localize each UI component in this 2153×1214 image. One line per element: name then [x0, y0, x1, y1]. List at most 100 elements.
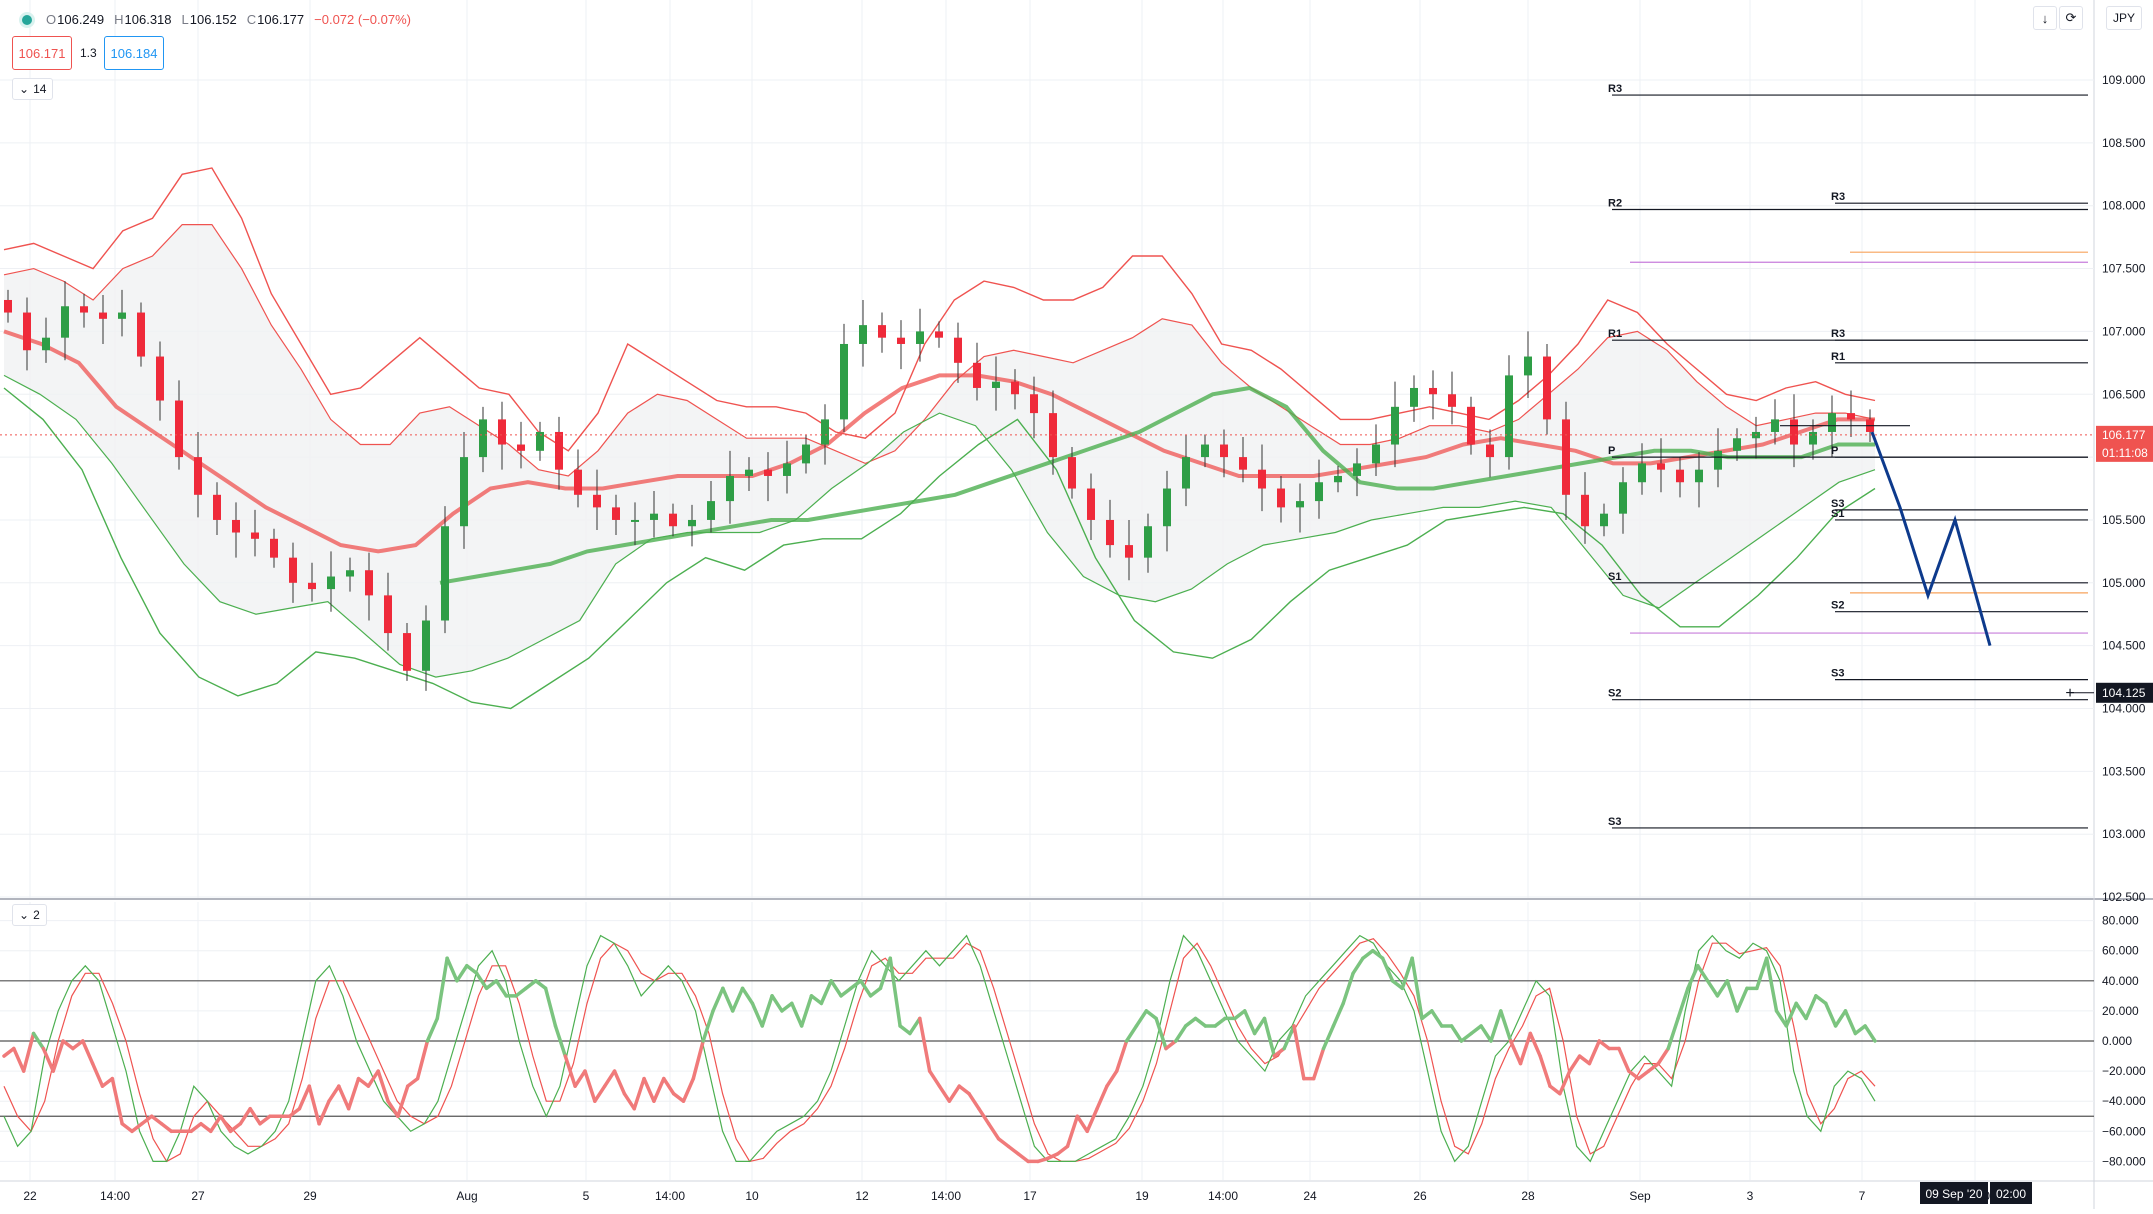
oscillator-main-segment	[1115, 1039, 1129, 1073]
market-open-icon	[22, 14, 32, 25]
candle-body	[1296, 501, 1304, 508]
oscillator-axis-label: −40.000	[2102, 1094, 2146, 1108]
time-axis-label: 12	[855, 1189, 869, 1203]
oscillator-main-segment	[1144, 1009, 1158, 1021]
sell-price-button[interactable]: 106.171	[12, 36, 72, 70]
oscillator-main-segment	[790, 1001, 804, 1028]
price-axis-label: 106.500	[2102, 387, 2146, 401]
candle-body	[346, 570, 354, 577]
time-axis-label: 14:00	[655, 1189, 685, 1203]
candle	[1486, 429, 1494, 478]
candle-body	[973, 362, 981, 388]
ma-indicator-toggle[interactable]: ⌄ 14	[12, 78, 54, 100]
pivot-level-label: S2	[1831, 600, 1844, 612]
candle	[1600, 503, 1608, 537]
price-axis-label: 105.000	[2102, 576, 2146, 590]
oscillator-main-segment	[287, 1106, 302, 1118]
oscillator-main-segment	[346, 1076, 361, 1111]
candle	[251, 509, 259, 557]
price-axis-label: 103.000	[2102, 827, 2146, 841]
candle	[1847, 390, 1855, 437]
candle-body	[1638, 463, 1646, 483]
candle	[42, 317, 50, 363]
pivot-level-label: S3	[1831, 498, 1844, 510]
last-price-badge	[2096, 425, 2153, 462]
oscillator-main-segment	[1410, 956, 1424, 1021]
candle-body	[327, 576, 335, 590]
oscillator-main-segment	[1528, 1031, 1542, 1058]
candle-body	[1657, 463, 1665, 470]
candle-body	[384, 595, 392, 634]
oscillator-main-segment	[1420, 1009, 1434, 1021]
oscillator-main-segment	[71, 1039, 85, 1051]
oscillator-main-segment	[632, 1076, 646, 1111]
oscillator-main-segment	[41, 1046, 55, 1073]
oscillator-main-segment	[1617, 1046, 1631, 1073]
oscillator-main-segment	[780, 1001, 794, 1013]
time-axis-label: 24	[1303, 1189, 1317, 1203]
oscillator-main-segment	[1351, 956, 1365, 976]
oscillator-main-segment	[1548, 1084, 1562, 1096]
candle-body	[1087, 488, 1095, 520]
candle	[137, 302, 145, 367]
candle-body	[1163, 488, 1171, 527]
pivot-level-label: R3	[1831, 191, 1845, 203]
candle	[1410, 375, 1418, 422]
currency-badge[interactable]: JPY	[2106, 6, 2142, 30]
pivot-level-label: P	[1831, 445, 1838, 457]
candle-body	[1372, 444, 1380, 464]
oscillator-axis-label: 60.000	[2102, 944, 2139, 958]
oscillator-main-segment	[1695, 964, 1710, 983]
time-axis-label: Sep	[1629, 1189, 1651, 1203]
cursor-price-value: 104.125	[2102, 686, 2146, 700]
time-axis-label: 10	[745, 1189, 759, 1203]
candle	[878, 312, 886, 353]
open-value: 106.249	[57, 12, 105, 27]
oscillator-axis-label: 40.000	[2102, 974, 2139, 988]
oscillator-main-segment	[721, 986, 735, 1013]
oscillator-main-segment	[248, 1106, 262, 1126]
oscillator-main-segment	[455, 964, 469, 983]
candle	[1163, 470, 1171, 552]
bar-countdown: 01:11:08	[2102, 446, 2148, 460]
ma-period-label: 14	[33, 82, 47, 96]
refresh-icon[interactable]: ⟳	[2059, 6, 2083, 30]
candle	[213, 482, 221, 536]
oscillator-main-segment	[1193, 1016, 1208, 1028]
lower-inner-band	[3, 374, 1876, 678]
oscillator-main-segment	[1213, 1016, 1227, 1028]
candle-body	[232, 519, 240, 533]
candle	[4, 289, 12, 323]
candle	[517, 421, 525, 469]
oscillator-main-segment	[957, 1084, 971, 1096]
oscillator-main-segment	[1646, 1061, 1661, 1073]
oscillator-main-segment	[494, 979, 508, 998]
candle	[1391, 381, 1399, 468]
candle	[897, 320, 905, 370]
candle	[1144, 513, 1152, 573]
oscillator-axis-label: 80.000	[2102, 914, 2139, 928]
candle-body	[1790, 419, 1798, 445]
oscillator-main-segment	[819, 979, 833, 1006]
candle-body	[802, 444, 810, 464]
download-icon[interactable]: ↓	[2033, 6, 2057, 30]
oscillator-main-segment	[1272, 1046, 1286, 1058]
oscillator-main-segment	[1666, 1016, 1680, 1051]
candle-body	[308, 582, 316, 590]
candle-body	[1543, 356, 1551, 420]
candle-body	[764, 469, 772, 476]
price-axis-label: 107.000	[2102, 324, 2146, 338]
candle	[1638, 443, 1646, 495]
candle-body	[365, 570, 373, 596]
oscillator-indicator-toggle[interactable]: ⌄ 2	[12, 904, 47, 926]
buy-price-button[interactable]: 106.184	[104, 36, 164, 70]
oscillator-main-segment	[189, 1122, 203, 1134]
candle-body	[897, 337, 905, 344]
chevron-down-icon: ⌄	[19, 908, 30, 922]
oscillator-main-segment	[1824, 1001, 1838, 1028]
oscillator-main-segment	[1134, 1009, 1149, 1028]
close-label: C	[246, 12, 257, 27]
oscillator-slow-line	[3, 938, 1876, 1163]
